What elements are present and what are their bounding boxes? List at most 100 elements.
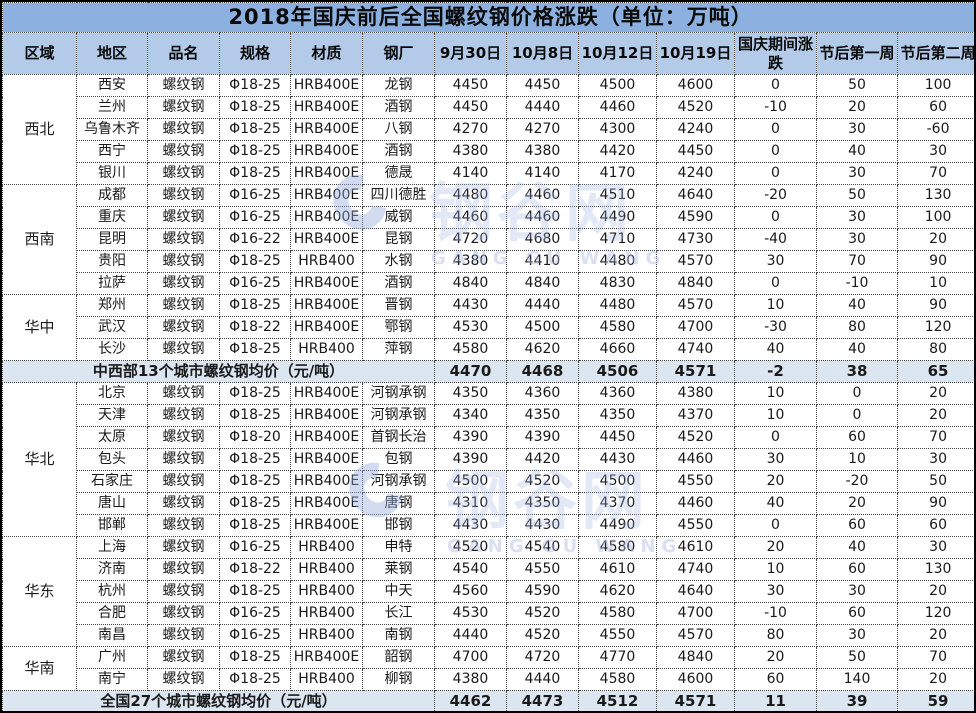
summary-change-cell: 39 (816, 690, 898, 711)
change-cell: 130 (896, 558, 974, 581)
price-cell: 4440 (506, 294, 579, 317)
column-header-10: 国庆期间涨跌 (734, 32, 817, 75)
price-cell: 4430 (578, 448, 657, 471)
column-header-1: 地区 (76, 32, 148, 75)
price-cell: 4520 (506, 624, 579, 647)
city-cell: 武汉 (76, 316, 148, 339)
change-cell: 90 (896, 294, 974, 317)
title-row: 2018年国庆前后全国螺纹钢价格涨跌（单位：万吨） (2, 2, 974, 33)
spec-cell: Φ18-25 (219, 470, 291, 493)
table-row: 石家庄 螺纹钢 Φ18-25 HRB400E 河钢承钢 4500 4520 4500 4550 2… (3, 470, 974, 493)
table-row: 武汉 螺纹钢 Φ18-22 HRB400E 鄂钢 4530 4500 4580 4700 -30 8… (3, 316, 974, 339)
price-cell: 4410 (506, 250, 579, 273)
change-cell: -20 (816, 470, 898, 493)
price-cell: 4350 (434, 382, 507, 405)
product-cell: 螺纹钢 (147, 228, 220, 251)
product-cell: 螺纹钢 (147, 74, 220, 97)
column-header-7: 10月8日 (506, 32, 579, 75)
spec-cell: Φ18-25 (219, 646, 291, 669)
price-cell: 4520 (506, 602, 579, 625)
city-cell: 兰州 (76, 96, 148, 119)
price-cell: 4520 (434, 536, 507, 559)
change-cell: 50 (896, 470, 974, 493)
mill-cell: 鄂钢 (362, 316, 435, 339)
table-row: 天津 螺纹钢 Φ18-25 HRB400E 河钢承钢 4340 4350 4350 4370 10… (3, 404, 974, 427)
price-cell: 4370 (578, 492, 657, 515)
change-cell: 0 (734, 272, 817, 295)
mill-cell: 八钢 (362, 118, 435, 141)
change-cell: 80 (734, 624, 817, 647)
change-cell: -10 (734, 602, 817, 625)
spec-cell: Φ16-25 (219, 536, 291, 559)
change-cell: 20 (816, 96, 898, 119)
price-cell: 4530 (434, 316, 507, 339)
material-cell: HRB400E (290, 426, 363, 449)
product-cell: 螺纹钢 (147, 272, 220, 295)
change-cell: 20 (896, 580, 974, 603)
price-cell: 4500 (578, 470, 657, 493)
price-cell: 4500 (434, 470, 507, 493)
change-cell: 30 (816, 228, 898, 251)
material-cell: HRB400E (290, 162, 363, 185)
summary-change-cell: 65 (896, 360, 974, 383)
price-cell: 4550 (506, 558, 579, 581)
change-cell: 0 (734, 118, 817, 141)
material-cell: HRB400E (290, 96, 363, 119)
product-cell: 螺纹钢 (147, 558, 220, 581)
price-cell: 4830 (578, 272, 657, 295)
price-cell: 4620 (506, 338, 579, 361)
table-row: 重庆 螺纹钢 Φ16-25 HRB400E 威钢 4460 4460 4490 4590 0 30 1… (3, 206, 974, 229)
change-cell: 10 (734, 404, 817, 427)
change-cell: 90 (896, 492, 974, 515)
table-row: 华北 北京 螺纹钢 Φ18-25 HRB400E 河钢承钢 4350 4360 4360 4380… (2, 382, 974, 537)
product-cell: 螺纹钢 (147, 580, 220, 603)
price-cell: 4510 (578, 184, 657, 207)
price-cell: 4140 (506, 162, 579, 185)
price-cell: 4480 (578, 250, 657, 273)
city-cell: 重庆 (76, 206, 148, 229)
price-cell: 4380 (434, 140, 507, 163)
spec-cell: Φ18-25 (219, 250, 291, 273)
city-cell: 济南 (76, 558, 148, 581)
price-cell: 4430 (434, 294, 507, 317)
material-cell: HRB400E (290, 184, 363, 207)
price-cell: 4450 (434, 74, 507, 97)
change-cell: 20 (896, 228, 974, 251)
spec-cell: Φ18-25 (219, 514, 291, 537)
price-cell: 4240 (656, 162, 735, 185)
change-cell: 80 (896, 338, 974, 361)
price-cell: 4610 (578, 558, 657, 581)
price-cell: 4770 (578, 646, 657, 669)
city-cell: 昆明 (76, 228, 148, 251)
change-cell: -30 (734, 316, 817, 339)
city-cell: 石家庄 (76, 470, 148, 493)
summary-row: 全国27个城市螺纹钢均价（元/吨） 4462 4473 4512 4571 11 39 59 (2, 690, 974, 711)
city-cell: 郑州 (76, 294, 148, 317)
price-cell: 4340 (434, 404, 507, 427)
column-header-2: 品名 (147, 32, 220, 75)
price-cell: 4300 (578, 118, 657, 141)
price-cell: 4580 (578, 602, 657, 625)
change-cell: 0 (734, 162, 817, 185)
material-cell: HRB400 (290, 558, 363, 581)
spec-cell: Φ18-25 (219, 162, 291, 185)
change-cell: 20 (896, 382, 974, 405)
city-cell: 银川 (76, 162, 148, 185)
change-cell: 20 (896, 624, 974, 647)
material-cell: HRB400 (290, 624, 363, 647)
region-cell: 华东 (2, 536, 77, 647)
price-cell: 4520 (656, 426, 735, 449)
change-cell: 20 (896, 404, 974, 427)
price-cell: 4700 (656, 316, 735, 339)
price-cell: 4430 (434, 514, 507, 537)
mill-cell: 酒钢 (362, 140, 435, 163)
column-header-9: 10月19日 (656, 32, 735, 75)
price-cell: 4580 (578, 316, 657, 339)
summary-change-cell: 59 (896, 690, 974, 711)
material-cell: HRB400E (290, 316, 363, 339)
material-cell: HRB400E (290, 206, 363, 229)
price-cell: 4840 (434, 272, 507, 295)
price-cell: 4700 (434, 646, 507, 669)
change-cell: 40 (734, 492, 817, 515)
